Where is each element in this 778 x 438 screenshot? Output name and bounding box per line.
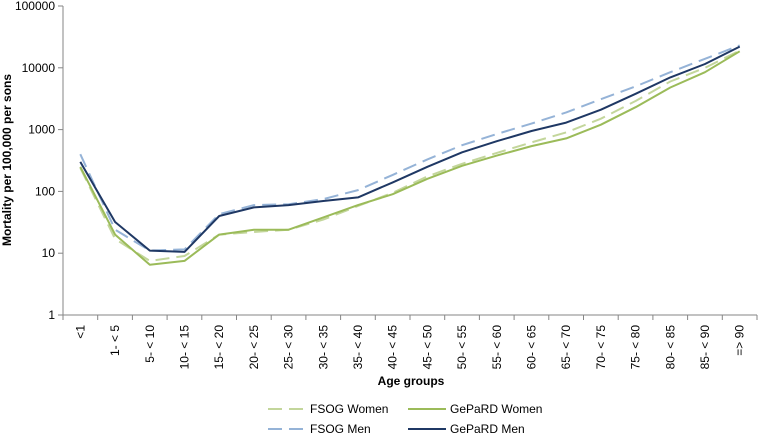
series-line-gepard-men: [79, 45, 741, 253]
y-tick-label: 1: [48, 308, 55, 322]
x-tick-label: => 90: [733, 325, 747, 356]
x-tick-label: 30- < 35: [316, 325, 330, 370]
x-tick-label: 80- < 85: [663, 325, 677, 370]
x-tick-label: 50- < 55: [455, 325, 469, 370]
x-tick-label: 40- < 45: [386, 325, 400, 370]
axes: [62, 6, 757, 316]
legend-label: GePaRD Men: [450, 422, 525, 436]
y-tick-label: 10: [42, 246, 56, 260]
x-tick-label: 1- < 5: [108, 325, 122, 356]
y-tick-label: 100: [35, 184, 55, 198]
legend-label: FSOG Women: [310, 402, 388, 416]
x-tick-label: 55- < 60: [490, 325, 504, 370]
x-tick-label: 75- < 80: [629, 325, 643, 370]
series-line-gepard-women: [79, 50, 741, 266]
x-tick-label: 65- < 70: [559, 325, 573, 370]
x-tick-label: 25- < 30: [282, 325, 296, 370]
x-tick-label: <1: [73, 325, 87, 339]
x-axis-title: Age groups: [378, 374, 445, 388]
y-tick-label: 100000: [15, 0, 55, 13]
x-axis-ticks: <1 1- < 5 5- < 10 10- < 15 15- < 20 20- < 25 2…: [62, 315, 758, 370]
x-tick-label: 10- < 15: [177, 325, 191, 370]
series-lines: [79, 44, 741, 266]
x-tick-label: 60- < 65: [524, 325, 538, 370]
x-tick-label: 45- < 50: [420, 325, 434, 370]
y-tick-label: 1000: [28, 123, 55, 137]
y-tick-label: 10000: [22, 61, 56, 75]
y-axis-title: Mortality per 100,000 per sons: [0, 74, 14, 246]
series-line-fsog-men: [79, 44, 741, 252]
x-tick-label: 85- < 90: [698, 325, 712, 370]
x-tick-label: 15- < 20: [212, 325, 226, 370]
y-axis-ticks: 1 10 100 1000 10000 100000: [15, 0, 63, 322]
legend-label: FSOG Men: [310, 422, 371, 436]
legend-label: GePaRD Women: [450, 402, 542, 416]
series-line-fsog-women: [79, 49, 741, 262]
x-tick-label: 35- < 40: [351, 325, 365, 370]
x-tick-label: 70- < 75: [594, 325, 608, 370]
x-tick-label: 5- < 10: [143, 325, 157, 363]
x-tick-label: 20- < 25: [247, 325, 261, 370]
legend: FSOG Women GePaRD Women FSOG Men GePaRD Men: [268, 402, 542, 436]
